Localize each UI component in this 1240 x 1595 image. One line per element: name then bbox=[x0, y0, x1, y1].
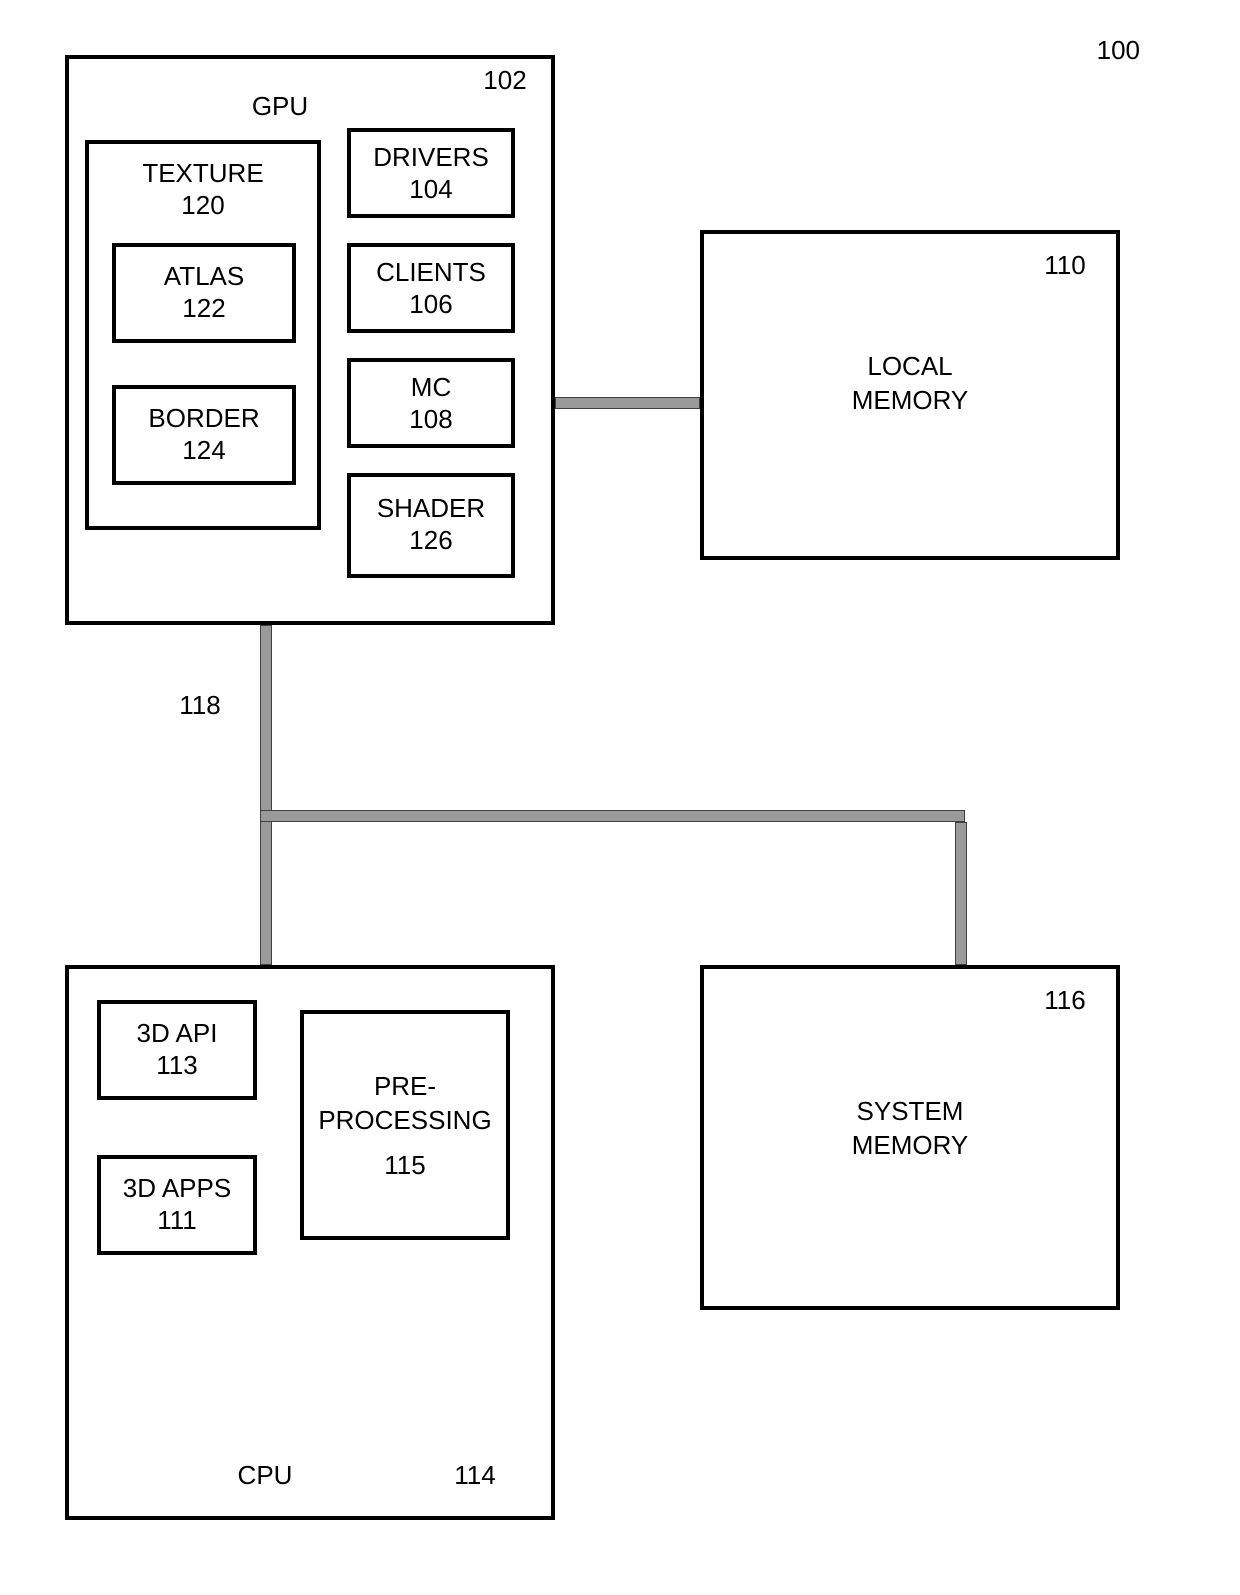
clients-title: CLIENTS bbox=[347, 257, 515, 288]
sysmem-ref: 116 bbox=[1020, 985, 1110, 1016]
connector bbox=[955, 822, 967, 965]
connector bbox=[260, 810, 965, 822]
clients-ref: 106 bbox=[347, 289, 515, 320]
texture-ref: 120 bbox=[85, 190, 321, 221]
mc-ref: 108 bbox=[347, 404, 515, 435]
diagram-canvas: 100 GPU102 TEXTURE120 ATLAS122 BORDER124 DRIV… bbox=[0, 0, 1240, 1595]
figure-ref: 100 bbox=[1097, 35, 1140, 66]
connector bbox=[555, 397, 700, 409]
drivers-title: DRIVERS bbox=[347, 142, 515, 173]
gpu-title: GPU bbox=[65, 91, 495, 122]
apps3d-title: 3D APPS bbox=[97, 1173, 257, 1204]
shader-title: SHADER bbox=[347, 493, 515, 524]
texture-title: TEXTURE bbox=[85, 158, 321, 189]
api3d-title: 3D API bbox=[97, 1018, 257, 1049]
border-title: BORDER bbox=[112, 403, 296, 434]
border-ref: 124 bbox=[112, 435, 296, 466]
api3d-ref: 113 bbox=[97, 1050, 257, 1081]
preproc-ref: 115 bbox=[300, 1150, 510, 1181]
cpu-ref: 114 bbox=[415, 1460, 535, 1491]
apps3d-ref: 111 bbox=[97, 1205, 257, 1236]
drivers-ref: 104 bbox=[347, 174, 515, 205]
atlas-title: ATLAS bbox=[112, 261, 296, 292]
preproc-title: PRE- PROCESSING bbox=[300, 1070, 510, 1138]
atlas-ref: 122 bbox=[112, 293, 296, 324]
bus-ref: 118 bbox=[150, 690, 250, 721]
shader-ref: 126 bbox=[347, 525, 515, 556]
gpu-ref: 102 bbox=[465, 65, 545, 96]
cpu-title: CPU bbox=[185, 1460, 345, 1491]
sysmem-title: SYSTEM MEMORY bbox=[700, 1095, 1120, 1163]
mc-title: MC bbox=[347, 372, 515, 403]
localmem-title: LOCAL MEMORY bbox=[700, 350, 1120, 418]
connector bbox=[260, 625, 272, 965]
localmem-ref: 110 bbox=[1020, 250, 1110, 281]
